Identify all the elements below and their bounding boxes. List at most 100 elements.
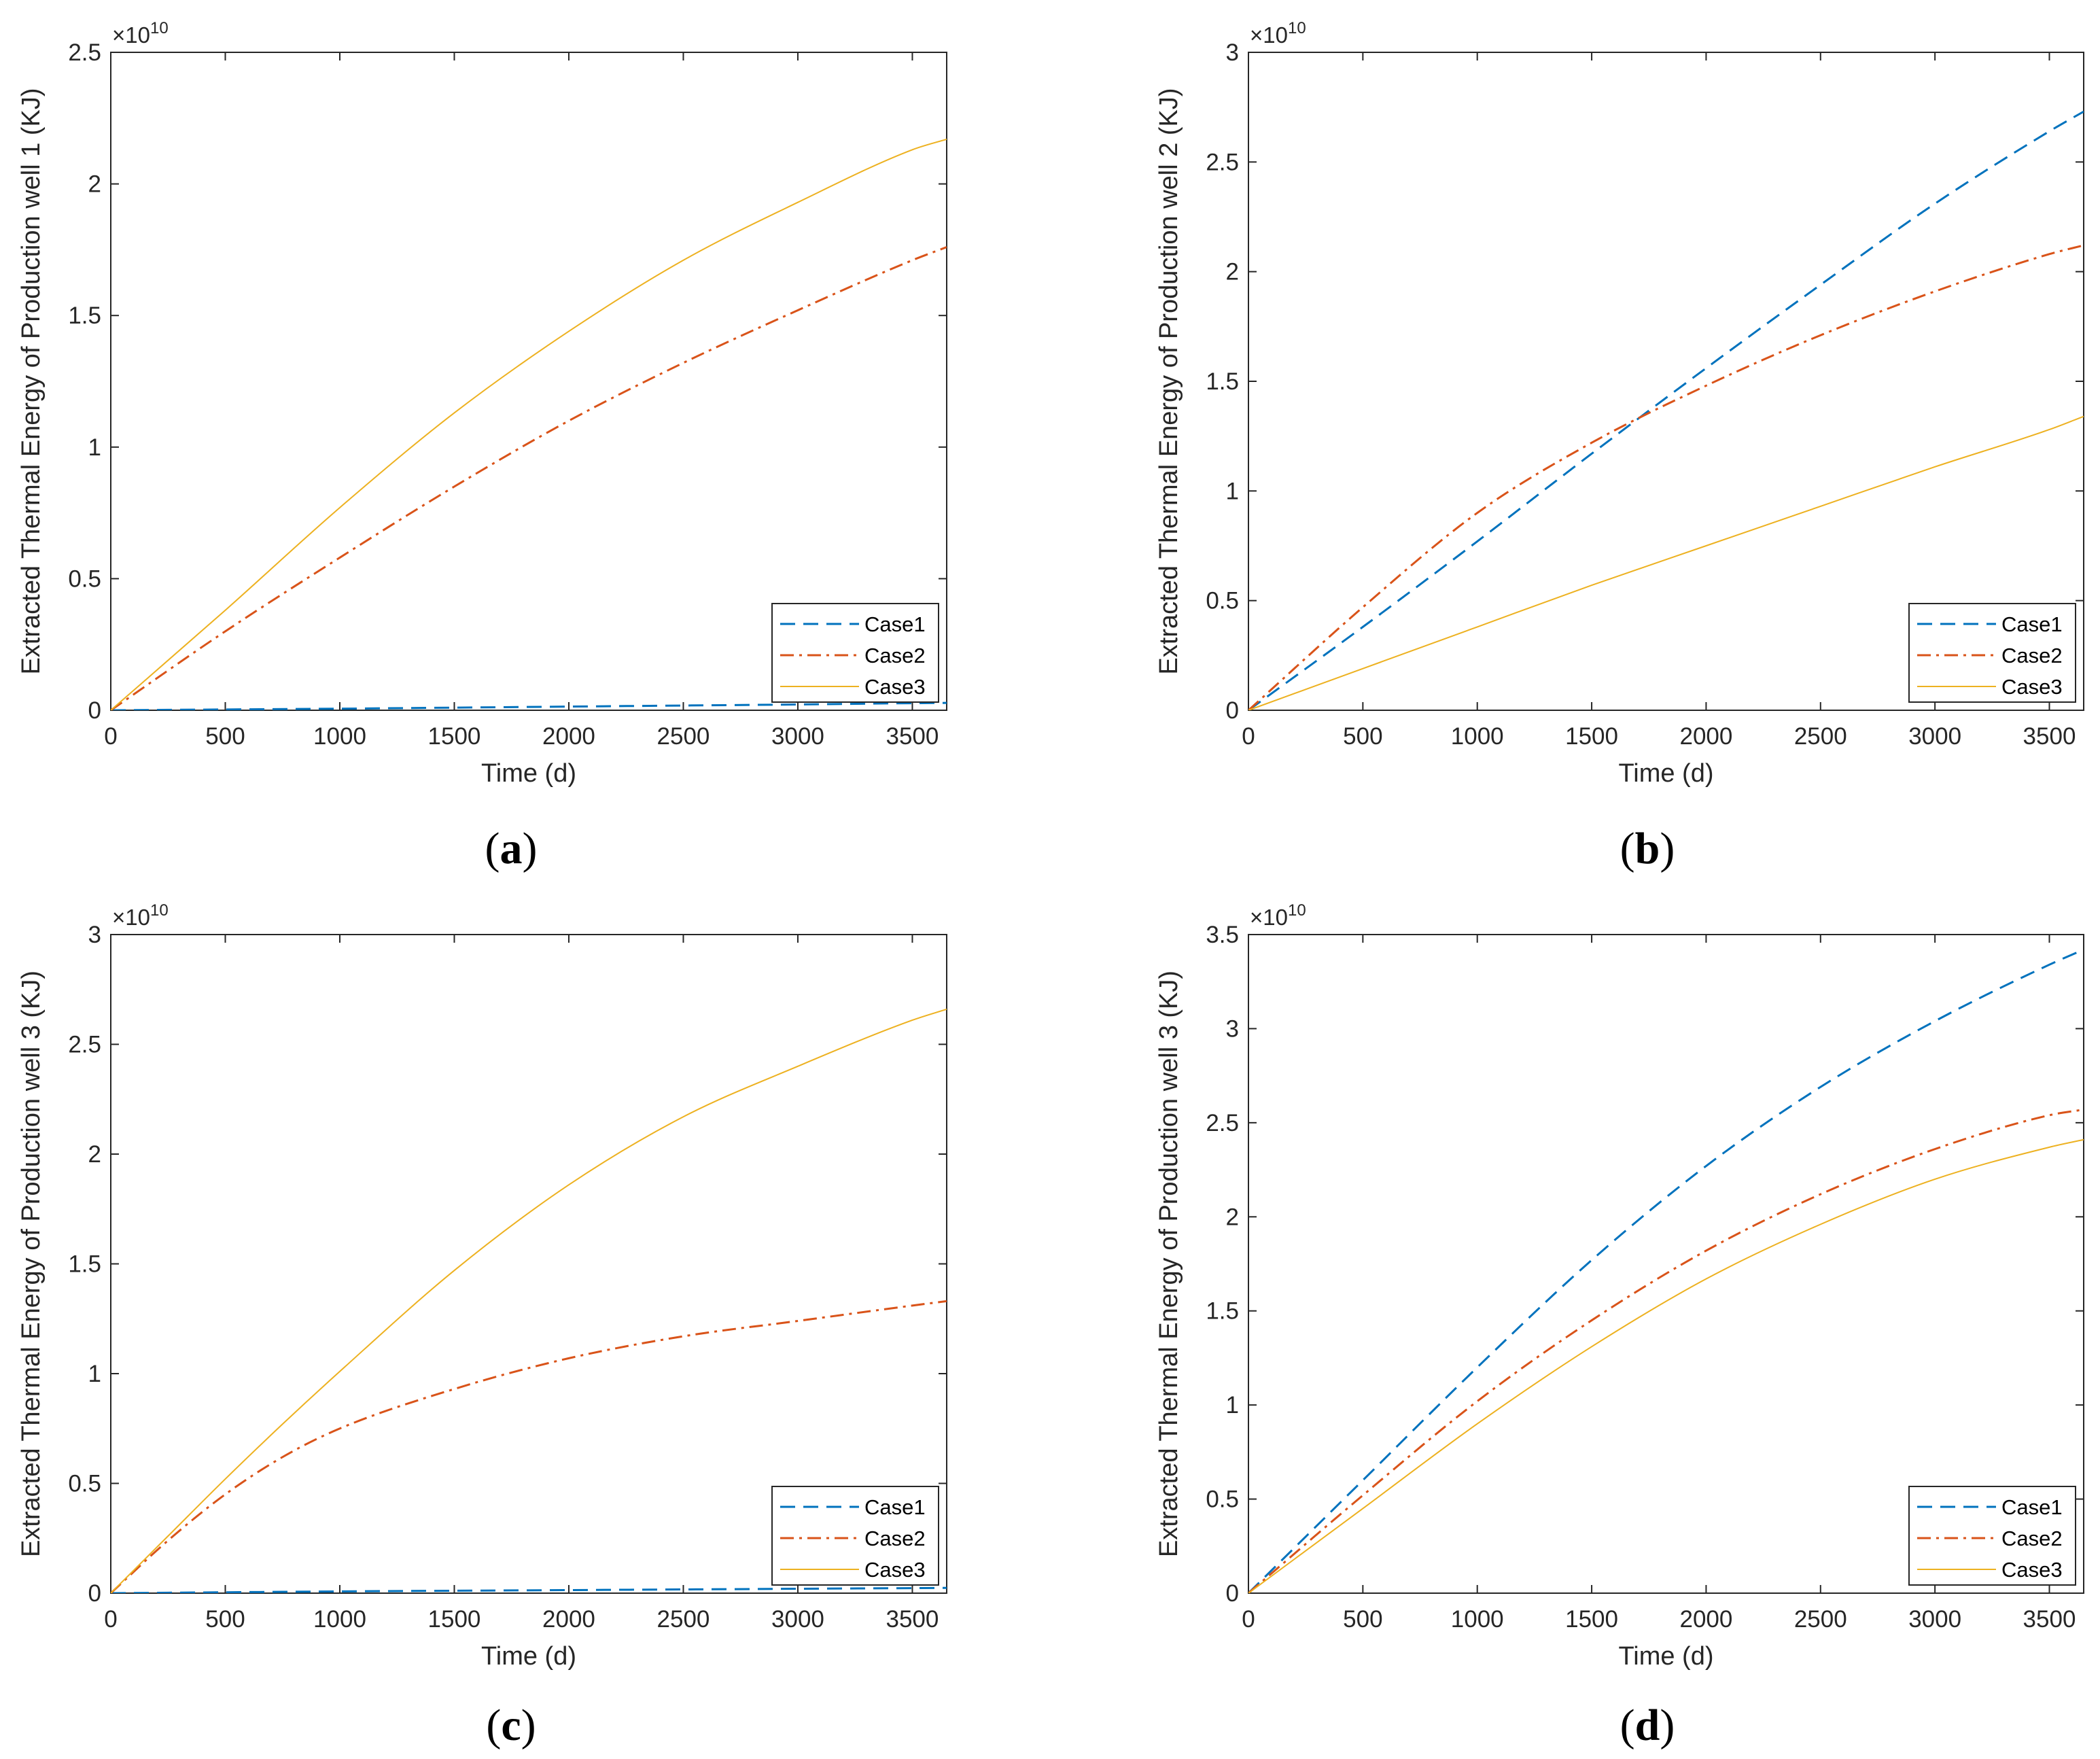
legend-label-case1: Case1 [2001,1495,2063,1519]
series-line-case2 [111,1300,947,1593]
x-tick-label: 1000 [313,1606,366,1633]
y-exponent-label: ×1010 [112,901,169,930]
x-tick-label: 2000 [542,1606,595,1633]
series-line-case2 [111,246,947,710]
legend-label-case1: Case1 [2001,612,2063,636]
x-axis-label: Time (d) [1618,1642,1713,1671]
y-tick-label: 0.5 [68,1471,101,1497]
y-tick-label: 2.5 [68,1032,101,1058]
legend-box [1908,1486,2076,1586]
legend-box [771,603,939,703]
panel-label: (c) [486,1701,536,1750]
x-tick-label: 1000 [313,723,366,750]
series-line-case1 [1248,110,2084,710]
x-tick-label: 2000 [1679,1606,1732,1633]
y-tick-label: 0 [88,1580,101,1607]
x-tick-label: 3500 [2023,723,2076,750]
x-tick-label: 3500 [886,723,939,750]
series-line-case2 [1248,244,2084,710]
y-tick-label: 1.5 [68,1251,101,1278]
x-tick-label: 1500 [428,723,481,750]
y-axis-label: Extracted Thermal Energy of Production w… [17,88,46,674]
y-tick-label: 1 [88,434,101,461]
x-tick-label: 3000 [1908,1606,1961,1633]
x-tick-label: 0 [104,1606,117,1633]
series-line-case1 [1248,948,2084,1593]
x-tick-label: 2500 [657,1606,710,1633]
series-line-case2 [1248,1108,2084,1593]
series-line-case1 [111,701,947,710]
panel-label: (d) [1620,1701,1675,1750]
legend-box [1908,603,2076,703]
y-exponent-label: ×1010 [1250,19,1306,48]
y-tick-label: 2 [1226,1204,1239,1230]
x-tick-label: 0 [1242,723,1255,750]
y-axis-label: Extracted Thermal Energy of Production w… [17,971,46,1557]
y-tick-label: 0.5 [68,565,101,592]
x-axis-label: Time (d) [481,759,576,788]
y-axis-label: Extracted Thermal Energy of Production w… [1155,88,1183,674]
y-exponent-label: ×1010 [1250,901,1306,930]
x-tick-label: 2500 [657,723,710,750]
x-tick-label: 3000 [1908,723,1961,750]
legend-label-case3: Case3 [864,675,926,699]
legend-label-case1: Case1 [864,612,926,636]
x-tick-label: 2000 [1679,723,1732,750]
y-tick-label: 0 [1226,697,1239,724]
x-tick-label: 500 [205,1606,245,1633]
legend-label-case2: Case2 [2001,1527,2063,1550]
x-tick-label: 500 [1343,723,1382,750]
legend: Case1 Case2 Case3 [771,1486,939,1586]
chart-panel-d: 0 500 1000 1500 2000 2500 3000 3500 0 0.5 1 1.5 2 2.5… [1155,901,2084,1750]
legend-label-case2: Case2 [864,644,926,667]
x-tick-label: 1500 [1565,1606,1618,1633]
legend-label-case3: Case3 [2001,675,2063,699]
legend-label-case3: Case3 [864,1558,926,1582]
y-tick-label: 2.5 [1206,149,1239,175]
x-tick-label: 0 [104,723,117,750]
x-tick-label: 2500 [1794,723,1847,750]
x-axis-label: Time (d) [1618,759,1713,788]
y-tick-label: 1 [88,1361,101,1387]
y-tick-label: 2 [88,171,101,198]
y-tick-label: 2.5 [1206,1110,1239,1136]
y-tick-label: 3.5 [1206,922,1239,948]
y-tick-label: 1 [1226,478,1239,504]
y-tick-label: 0.5 [1206,588,1239,614]
y-tick-label: 0 [1226,1580,1239,1607]
x-tick-label: 2500 [1794,1606,1847,1633]
x-axis-label: Time (d) [481,1642,576,1671]
y-tick-label: 2 [88,1141,101,1168]
plot-area-frame [110,52,947,711]
series-line-case1 [111,1586,947,1593]
panel-label: (b) [1620,824,1675,873]
y-tick-label: 0 [88,697,101,724]
y-tick-label: 1.5 [68,302,101,329]
series-line-case3 [1248,415,2084,710]
legend: Case1 Case2 Case3 [1908,603,2076,703]
y-tick-label: 1.5 [1206,1298,1239,1325]
legend: Case1 Case2 Case3 [771,603,939,703]
y-tick-label: 0.5 [1206,1486,1239,1513]
x-tick-label: 3000 [771,1606,824,1633]
y-tick-label: 1 [1226,1392,1239,1418]
y-tick-label: 2.5 [68,39,101,66]
chart-panel-c: 0 500 1000 1500 2000 2500 3000 3500 0 0.5 1 1.5 2 2.5… [17,901,947,1750]
y-tick-label: 2 [1226,259,1239,285]
legend-label-case1: Case1 [864,1495,926,1519]
x-tick-label: 2000 [542,723,595,750]
y-exponent-label: ×1010 [112,19,169,48]
x-tick-label: 1000 [1451,723,1504,750]
x-tick-label: 3000 [771,723,824,750]
x-tick-label: 1000 [1451,1606,1504,1633]
x-tick-label: 1500 [428,1606,481,1633]
panel-label: (a) [485,824,538,873]
y-axis-label: Extracted Thermal Energy of Production w… [1155,971,1183,1557]
series-line-case3 [111,1008,947,1593]
x-tick-label: 3500 [2023,1606,2076,1633]
x-tick-label: 3500 [886,1606,939,1633]
y-tick-label: 3 [1226,1015,1239,1042]
y-tick-label: 3 [1226,39,1239,66]
x-tick-label: 1500 [1565,723,1618,750]
